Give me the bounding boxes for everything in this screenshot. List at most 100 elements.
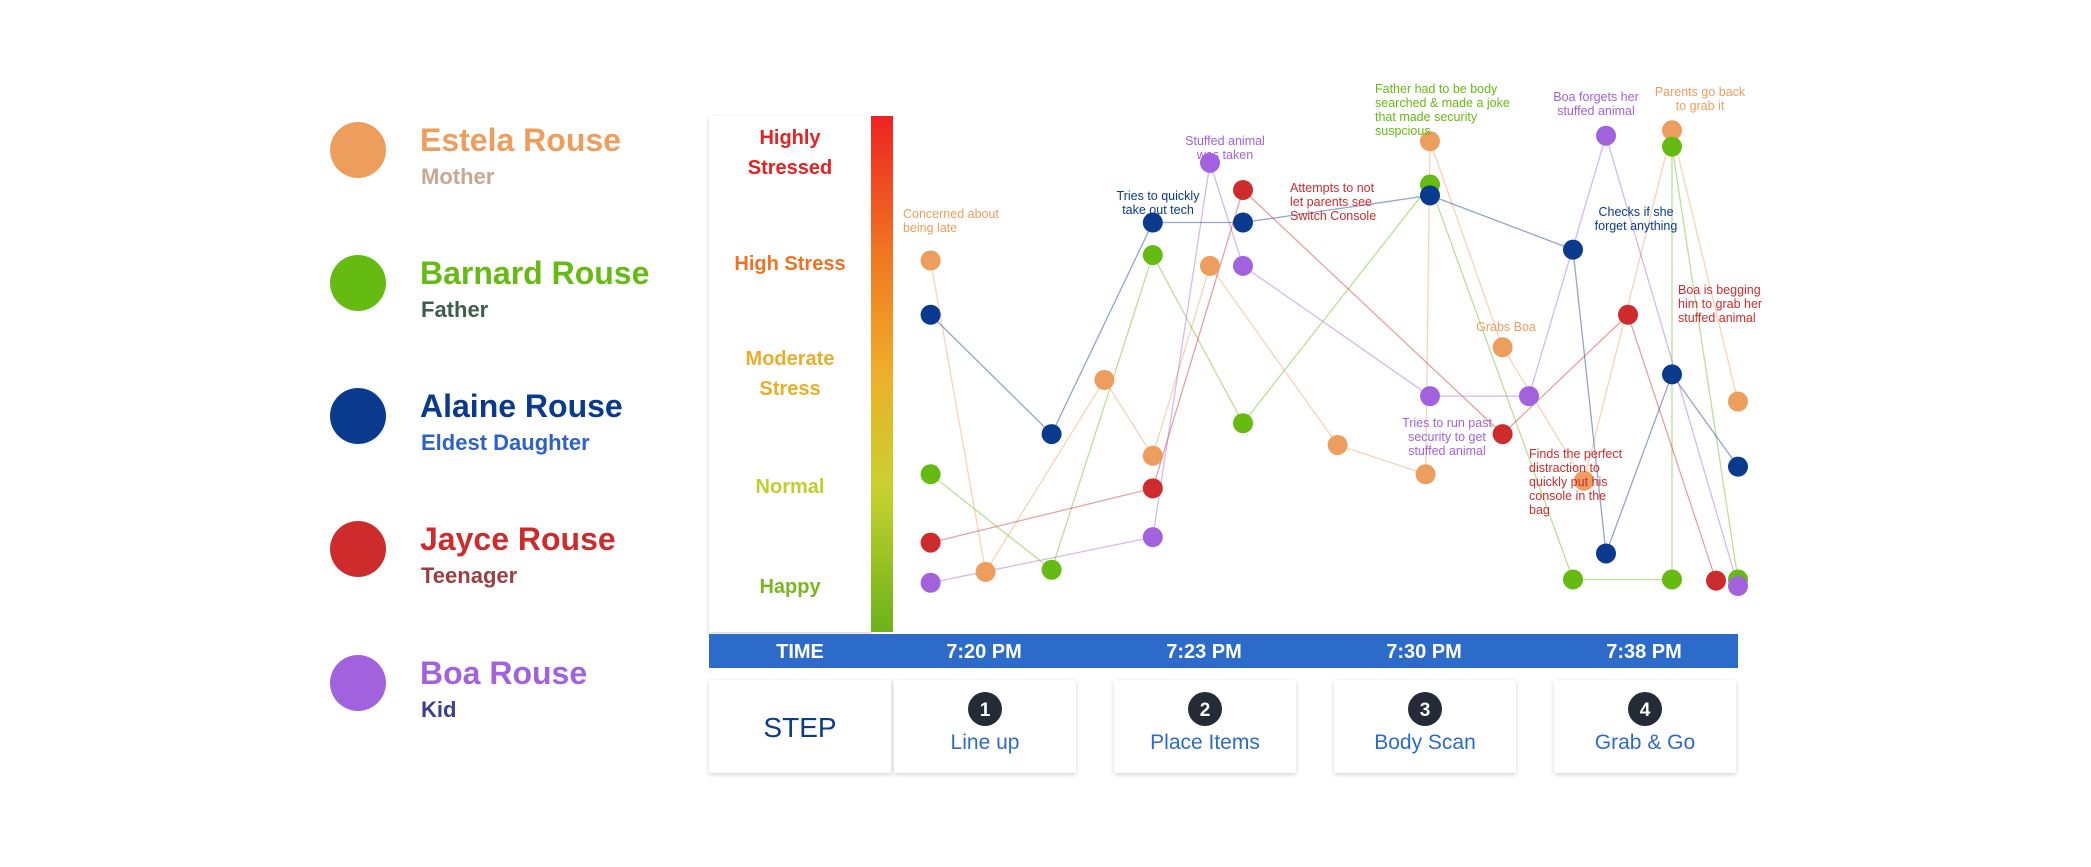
line-segment-barnard-rouse <box>1242 184 1431 424</box>
line-segment-boa-rouse <box>1242 265 1431 397</box>
line-segment-jayce-rouse <box>1502 314 1629 435</box>
line-segment-boa-rouse <box>1209 162 1244 267</box>
point-barnard-rouse-1 <box>920 464 941 485</box>
step-number: 1 <box>980 700 991 721</box>
point-alaine-rouse-6 <box>1563 239 1583 260</box>
annotation-a3: Stuffed animal <box>1185 134 1265 148</box>
point-barnard-rouse-8 <box>1662 136 1682 157</box>
step-number: 2 <box>1200 700 1211 721</box>
annotation-a6: Boa forgets her <box>1553 90 1638 104</box>
level-panel <box>709 116 872 632</box>
point-boa-rouse-7 <box>1596 125 1616 146</box>
level-label-moderate: Moderate <box>746 348 835 370</box>
annotation-a6: stuffed animal <box>1557 104 1635 118</box>
step-number-badge <box>1628 692 1662 726</box>
point-estela-rouse-10 <box>1574 470 1594 491</box>
line-segment-barnard-rouse <box>1050 254 1154 570</box>
point-boa-rouse-8 <box>1728 576 1748 596</box>
point-alaine-rouse-7 <box>1596 543 1616 564</box>
annotation-a3: was taken <box>1196 148 1253 162</box>
level-label-high: High Stress <box>734 253 845 275</box>
legend: Estela Rouse Mother Barnard Rouse Father Ala… <box>330 122 649 722</box>
step-number-badge <box>1408 692 1442 726</box>
time-4: 7:38 PM <box>1606 641 1682 663</box>
point-boa-rouse-2 <box>1142 527 1163 548</box>
point-alaine-rouse-9 <box>1728 456 1748 477</box>
annotation-a10: him to grab her <box>1678 297 1762 311</box>
legend-role-barnard-rouse: Father <box>421 297 489 322</box>
point-estela-rouse-4 <box>1142 445 1163 466</box>
point-boa-rouse-3 <box>1200 152 1220 173</box>
line-segment-boa-rouse <box>1152 162 1211 538</box>
step-label-body-scan: Body Scan <box>1374 731 1476 754</box>
annotation-a1: being late <box>903 221 957 235</box>
legend-name-boa-rouse: Boa Rouse <box>420 655 587 691</box>
line-segment-jayce-rouse <box>930 487 1153 544</box>
point-boa-rouse-5 <box>1420 386 1440 407</box>
legend-name-jayce-rouse: Jayce Rouse <box>420 521 616 557</box>
line-segment-alaine-rouse <box>1605 374 1673 554</box>
line-segment-boa-rouse <box>930 536 1153 584</box>
point-estela-rouse-6 <box>1327 434 1348 455</box>
annotation-a9: Grabs Boa <box>1476 320 1536 334</box>
annotation-a5: suspcious <box>1375 124 1431 138</box>
annotation-a5: searched & made a joke <box>1375 96 1510 110</box>
time-3: 7:30 PM <box>1386 641 1462 663</box>
stress-gradient-bar <box>871 116 893 632</box>
point-jayce-rouse-2 <box>1142 478 1163 499</box>
step-number-badge <box>968 692 1002 726</box>
annotation-a10: Boa is begging <box>1678 283 1761 297</box>
legend-name-barnard-rouse: Barnard Rouse <box>420 255 649 291</box>
line-segment-estela-rouse <box>1209 265 1339 446</box>
annotation-a11: stuffed animal <box>1408 444 1486 458</box>
annotation-a4: Attempts to not <box>1290 181 1375 195</box>
line-segment-barnard-rouse <box>1429 184 1574 580</box>
line-segment-boa-rouse <box>1528 135 1607 397</box>
time-bar <box>709 634 1738 668</box>
line-segment-estela-rouse <box>929 260 987 573</box>
legend-dot-alaine-rouse <box>330 388 386 444</box>
legend-dot-jayce-rouse <box>330 521 386 577</box>
legend-name-alaine-rouse: Alaine Rouse <box>420 388 623 424</box>
annotation-a8: Checks if she <box>1598 205 1673 219</box>
annotation-a5: Father had to be body <box>1375 82 1498 96</box>
legend-role-jayce-rouse: Teenager <box>421 563 518 588</box>
legend-name-estela-rouse: Estela Rouse <box>420 122 621 158</box>
line-segment-alaine-rouse <box>930 314 1053 435</box>
annotation-a7: to grab it <box>1676 99 1725 113</box>
point-estela-rouse-9 <box>1492 337 1513 358</box>
point-boa-rouse-1 <box>920 572 941 593</box>
annotation-a2: take out tech <box>1122 203 1194 217</box>
point-jayce-rouse-5 <box>1618 304 1638 325</box>
point-estela-rouse-2 <box>975 561 996 582</box>
line-segment-jayce-rouse <box>1627 314 1717 581</box>
step-number: 3 <box>1420 700 1431 721</box>
step-number: 4 <box>1640 700 1651 721</box>
time-label: TIME <box>776 641 824 663</box>
step-label-grab-go: Grab & Go <box>1595 731 1695 754</box>
step-label-line-up: Line up <box>951 731 1020 754</box>
line-segment-estela-rouse <box>1337 444 1426 475</box>
line-segment-estela-rouse <box>1152 265 1211 456</box>
line-segment-barnard-rouse <box>930 473 1053 571</box>
level-label-normal: Normal <box>756 476 825 498</box>
series-lines <box>929 130 1739 587</box>
point-barnard-rouse-6 <box>1563 569 1583 590</box>
annotation-a10: stuffed animal <box>1678 311 1756 325</box>
annotation-a12: distraction to <box>1529 461 1600 475</box>
legend-dot-estela-rouse <box>330 122 386 178</box>
time-1: 7:20 PM <box>946 641 1022 663</box>
line-segment-estela-rouse <box>985 379 1105 573</box>
annotation-a11: Tries to run past <box>1402 416 1492 430</box>
line-segment-barnard-rouse <box>1671 146 1739 580</box>
series-points <box>920 120 1748 596</box>
point-estela-rouse-1 <box>920 250 941 271</box>
level-label-moderate: Stress <box>759 378 820 400</box>
line-segment-alaine-rouse <box>1429 194 1574 251</box>
line-segment-alaine-rouse <box>1242 194 1431 224</box>
line-segment-boa-rouse <box>1605 135 1739 587</box>
legend-role-alaine-rouse: Eldest Daughter <box>421 430 590 455</box>
annotation-a1: Concerned about <box>903 207 999 221</box>
